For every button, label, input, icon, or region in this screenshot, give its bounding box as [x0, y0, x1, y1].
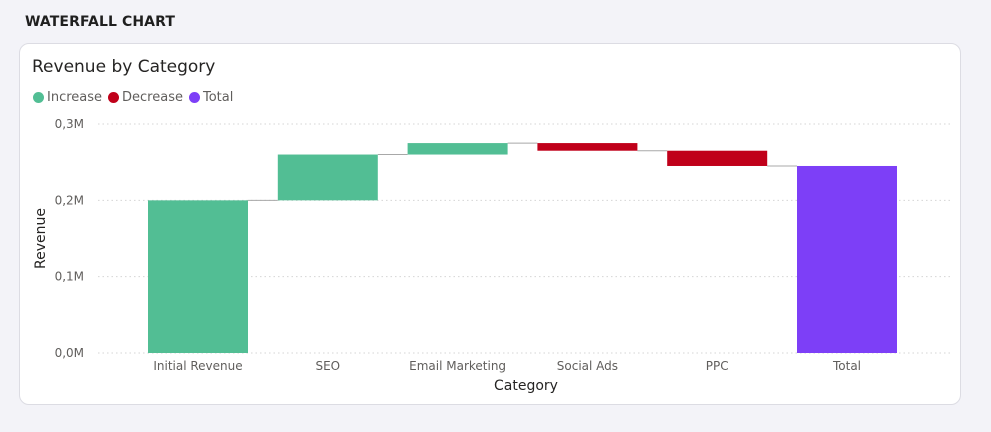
chart-card: Revenue by Category Increase Decrease To… — [19, 43, 961, 405]
x-tick-label: Social Ads — [557, 359, 618, 373]
x-tick-label: SEO — [315, 359, 340, 373]
x-tick-label: Total — [832, 359, 861, 373]
x-axis-ticks: Initial Revenue SEO Email Marketing Social … — [153, 359, 861, 373]
legend-label-increase: Increase — [47, 90, 103, 105]
y-tick-label: 0,3M — [55, 117, 84, 131]
legend-item-decrease[interactable]: Decrease — [108, 90, 183, 105]
page-heading: WATERFALL CHART — [25, 14, 175, 30]
waterfall-chart: 0,0M 0,1M 0,2M 0,3M Initial Revenue SEO Email… — [33, 117, 950, 394]
legend-item-total[interactable]: Total — [188, 90, 234, 105]
bar-seo[interactable] — [277, 154, 378, 201]
legend: Increase Decrease Total — [33, 90, 239, 105]
x-tick-label: Initial Revenue — [153, 359, 242, 373]
x-tick-label: PPC — [706, 359, 729, 373]
legend-dot-total — [188, 92, 200, 103]
y-tick-label: 0,0M — [55, 346, 84, 360]
bars — [148, 143, 897, 353]
x-tick-label: Email Marketing — [409, 359, 506, 373]
chart-title: Revenue by Category — [32, 57, 216, 77]
y-tick-label: 0,1M — [55, 270, 84, 284]
y-axis-ticks: 0,0M 0,1M 0,2M 0,3M — [55, 117, 84, 360]
legend-label-total: Total — [202, 90, 234, 105]
connector-lines — [248, 142, 797, 201]
bar-social-ads[interactable] — [537, 143, 638, 151]
legend-dot-increase — [33, 92, 44, 103]
bar-total[interactable] — [797, 165, 897, 353]
legend-item-increase[interactable]: Increase — [33, 90, 102, 105]
legend-label-decrease: Decrease — [122, 90, 183, 105]
bar-email-marketing[interactable] — [407, 143, 508, 155]
y-tick-label: 0,2M — [55, 193, 84, 207]
x-axis-title: Category — [494, 378, 558, 394]
y-axis-title: Revenue — [33, 208, 49, 269]
legend-dot-decrease — [108, 92, 120, 103]
bar-initial-revenue[interactable] — [148, 200, 248, 353]
bar-ppc[interactable] — [667, 150, 768, 166]
